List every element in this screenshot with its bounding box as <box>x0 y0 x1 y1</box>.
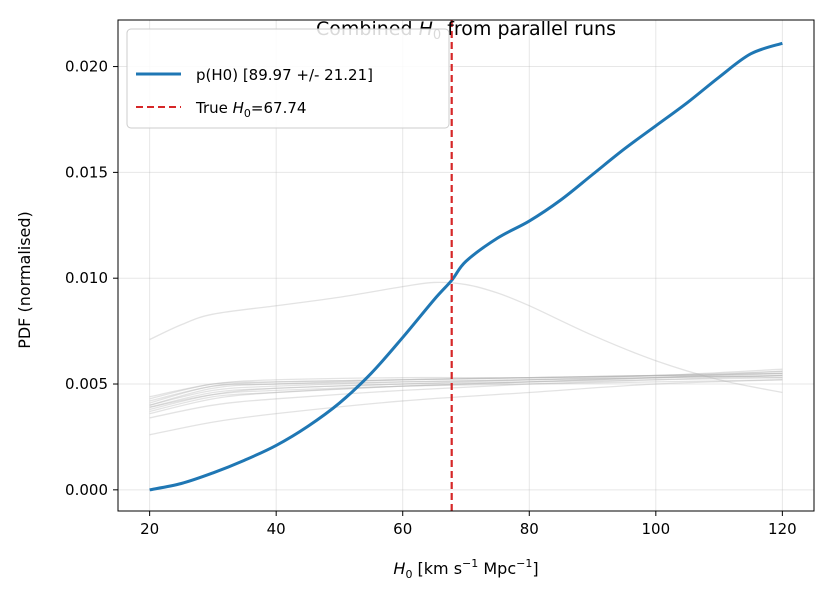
plot-frame <box>117 19 815 512</box>
series-line-run-7 <box>149 370 783 406</box>
series-line-run-9 <box>149 368 783 402</box>
series-line-run-2 <box>149 374 783 419</box>
series-line-combined-posterior <box>149 41 783 492</box>
x-tick-label: 20 <box>140 520 159 538</box>
legend-label-true-h0: True H0=67.74 <box>195 99 306 120</box>
x-tick-label: 60 <box>393 520 412 538</box>
x-ticks: 20 40 60 80 100 120 <box>140 511 797 538</box>
x-axis-label: H0 [km s−1 Mpc−1] <box>393 557 538 581</box>
individual-runs <box>149 281 783 436</box>
series-line-run-11 <box>149 374 783 398</box>
y-ticks: 0.000 0.005 0.010 0.015 0.020 <box>65 58 118 499</box>
combined-posterior <box>149 41 783 492</box>
x-tick-label: 80 <box>520 520 539 538</box>
y-tick-label: 0.010 <box>65 269 108 287</box>
series-line-run-13 <box>149 370 783 415</box>
series-line-run-high <box>149 281 783 394</box>
x-tick-label: 40 <box>267 520 286 538</box>
series-line-run-8 <box>149 372 783 404</box>
y-tick-label: 0.000 <box>65 481 108 499</box>
series-line-run-5 <box>149 377 783 408</box>
y-tick-label: 0.020 <box>65 58 108 76</box>
series-line-run-4 <box>149 374 783 411</box>
legend-box <box>126 28 450 129</box>
series-line-run-6 <box>149 374 783 406</box>
series-line-run-12 <box>149 379 783 408</box>
y-tick-label: 0.015 <box>65 163 108 181</box>
x-tick-label: 100 <box>641 520 670 538</box>
series-line-run-1 <box>149 379 783 436</box>
series-line-run-10 <box>149 372 783 400</box>
y-tick-label: 0.005 <box>65 375 108 393</box>
legend: p(H0) [89.97 +/- 21.21] True H0=67.74 <box>126 28 450 129</box>
y-axis-label: PDF (normalised) <box>15 211 34 349</box>
legend-label-posterior: p(H0) [89.97 +/- 21.21] <box>196 66 373 84</box>
x-tick-label: 120 <box>768 520 797 538</box>
series-line-run-3 <box>149 372 783 413</box>
